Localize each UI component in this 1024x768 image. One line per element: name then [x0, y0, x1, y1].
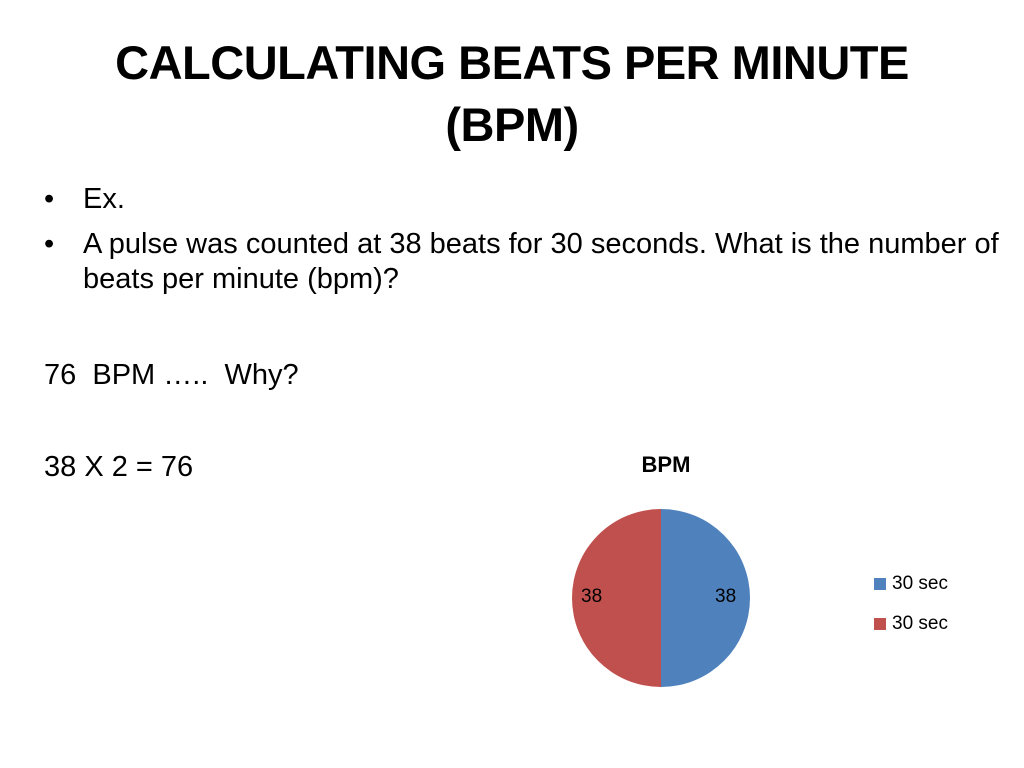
bullet-dot: • — [44, 183, 55, 215]
bullet-list: • Ex. • A pulse was counted at 38 beats … — [44, 182, 1019, 307]
legend-item: 30 sec — [874, 604, 948, 644]
legend-label: 30 sec — [892, 613, 948, 634]
bullet-text: A pulse was counted at 38 beats for 30 s… — [83, 228, 999, 295]
chart-legend: 30 sec 30 sec — [874, 564, 948, 644]
slice-data-label: 38 — [715, 586, 737, 607]
legend-swatch — [874, 578, 886, 590]
bullet-item: • A pulse was counted at 38 beats for 30… — [44, 227, 1019, 297]
slice-data-label: 38 — [581, 586, 603, 607]
bullet-item: • Ex. — [44, 182, 1019, 217]
legend-item: 30 sec — [874, 564, 948, 604]
legend-swatch — [874, 618, 886, 630]
pie-chart-svg — [572, 509, 750, 687]
slide-title-line-2: (BPM) — [445, 98, 579, 151]
slide-title-line-1: CALCULATING BEATS PER MINUTE — [115, 36, 909, 89]
bullet-text: Ex. — [83, 183, 125, 215]
pie-slice — [572, 509, 661, 687]
pie-chart: BPM 38 38 30 sec 30 sec — [540, 440, 980, 710]
bullet-dot: • — [44, 228, 55, 260]
pie-slice — [661, 509, 750, 687]
legend-label: 30 sec — [892, 573, 948, 594]
slide-title: CALCULATING BEATS PER MINUTE (BPM) — [40, 32, 984, 156]
equation-text: 38 X 2 = 76 — [44, 451, 194, 483]
answer-text: 76 BPM ….. Why? — [44, 359, 299, 391]
chart-title: BPM — [641, 452, 691, 477]
